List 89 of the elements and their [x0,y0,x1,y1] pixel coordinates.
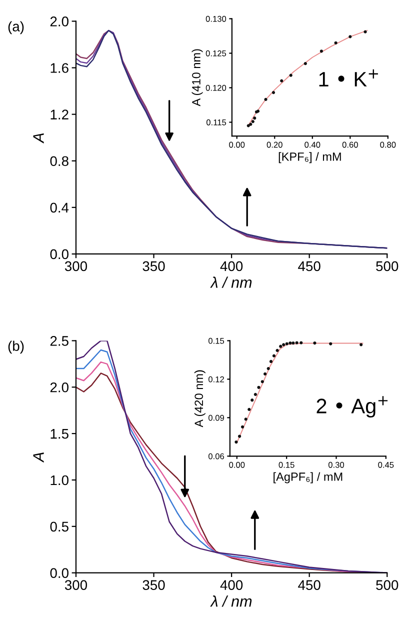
x-axis-title: [KPF₆] / mM [278,152,341,164]
x-tick-label: 450 [298,580,320,590]
point [260,380,264,384]
x-tick-label: 350 [142,261,165,272]
x-tick-label: 0.40 [304,142,320,148]
point [348,35,352,38]
y-axis-title: A [33,133,44,144]
point [364,30,367,34]
y-tick-label: 0.4 [50,202,69,213]
point [360,343,363,346]
point [238,434,242,438]
y-tick-label: 0.0 [50,249,68,260]
point [320,50,324,53]
y-tick-label: 2.0 [50,16,68,26]
y-tick-label: 2.5 [50,336,68,346]
point [266,366,270,370]
point [253,116,256,120]
point [246,124,250,128]
annotation: 2 • Ag$^{+}$ [316,396,388,418]
annotation: 1 • K$^{+}$ [319,69,378,86]
x-tick-label: 0.45 [378,462,394,468]
point [280,79,284,82]
y-axis-title: A [33,452,44,463]
y-tick-label: 0.125 [206,50,226,56]
y-tick-label: 0.12 [208,376,224,382]
point [304,62,307,66]
x-tick-label: 500 [376,580,398,590]
point [250,398,254,402]
point [282,343,286,346]
x-tick-label: 300 [64,580,88,590]
point [285,342,288,346]
x-tick-label: 450 [298,261,320,272]
point [329,342,332,346]
point [254,392,257,396]
line-series [248,30,368,126]
text: (a) [8,21,24,34]
y-tick-label: 0.130 [206,16,226,22]
y-tick-label: 0.09 [208,414,224,421]
x-tick-label: 350 [142,580,165,590]
y-tick-label: 2.0 [50,382,68,392]
x-tick-label: 500 [376,261,398,272]
y-tick-label: 0.06 [208,453,224,460]
point [257,386,260,389]
point [248,408,251,412]
x-tick-label: 0.15 [278,462,294,468]
x-tick-label: 0.20 [266,142,282,148]
point [300,341,303,344]
point [234,440,238,444]
point [249,122,252,126]
point [276,348,279,352]
y-tick-label: 0.120 [206,84,226,91]
x-axis-title: λ / nm [210,596,252,607]
text: (b) [8,340,24,354]
point [240,425,244,428]
y-tick-label: 0.8 [50,156,68,166]
x-axis-title: λ / nm [210,276,252,288]
point [334,41,338,44]
point [263,372,267,376]
point [288,341,292,345]
y-tick-label: 1.0 [50,475,68,486]
y-axis-title: A (420 nm) [194,370,206,428]
y-tick-label: 1.6 [50,63,68,73]
x-tick-label: 0.00 [229,462,245,468]
x-tick-label: 300 [64,261,88,272]
point [313,341,316,345]
y-tick-label: 0.15 [208,338,224,344]
x-tick-label: 400 [220,261,243,272]
point [269,360,273,364]
y-tick-label: 1.2 [50,110,68,120]
point [289,74,292,77]
y-tick-label: 0.5 [50,522,68,532]
x-tick-label: 0.00 [229,142,245,148]
y-axis-title: A (410 nm) [192,49,203,106]
x-tick-label: 0.80 [380,142,396,148]
x-tick-label: 0.30 [328,462,344,468]
x-tick-label: 0.60 [342,142,358,148]
point [244,418,248,421]
point [264,98,268,102]
point [272,91,276,94]
point [272,354,276,358]
point [251,120,254,124]
x-axis-title: [AgPF₆] / mM [274,472,342,484]
y-tick-label: 0.115 [206,119,226,126]
y-tick-label: 1.5 [50,429,68,439]
point [292,341,295,345]
point [295,341,298,344]
y-tick-label: 0.0 [50,568,68,578]
point [279,344,282,348]
x-tick-label: 400 [220,580,243,590]
